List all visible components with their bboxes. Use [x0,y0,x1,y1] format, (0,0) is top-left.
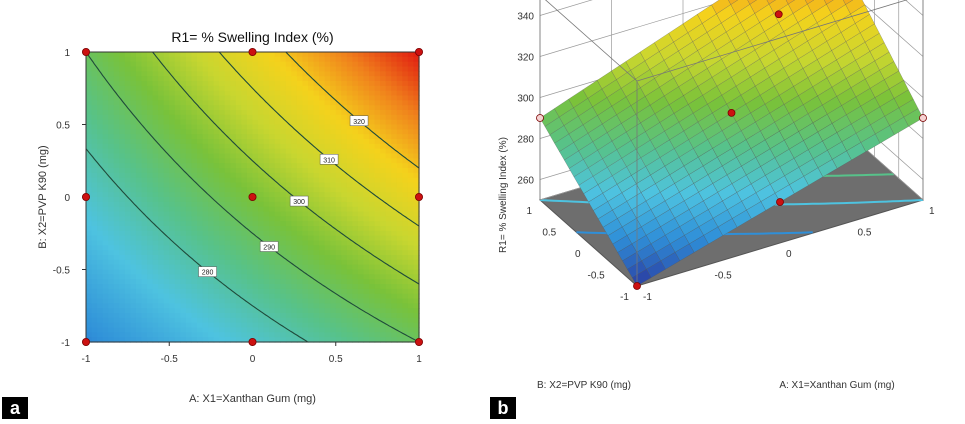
design-point [414,337,423,346]
z-tick-label: 280 [517,135,534,146]
design-point [248,192,257,201]
design-point [414,48,423,57]
z-tick-label: 300 [517,94,534,105]
box-frame [539,0,924,286]
surface-x-axis-label: A: X1=Xanthan Gum (mg) [779,380,894,391]
y-tick-label: 0 [64,193,70,204]
contour-line-310 [218,51,420,227]
design-point [248,48,257,57]
contour-plot-panel: 280 290 300 310 320 -1 -0.5 0 0.5 1 -1 -0.5 0 0.5 1 R1=… [0,0,482,419]
y-tick-label: -1 [61,338,70,349]
surface-b-axis-label: B: X2=PVP K90 (mg) [537,380,631,391]
a-tick-label: 0 [786,249,792,260]
x-tick-label: -1 [82,354,91,365]
surface-z-axis-label: R1= % Swelling Index (%) [498,137,509,253]
b-tick-label: 0.5 [542,228,556,239]
design-point [774,10,783,19]
x-tick-label: 0 [250,354,256,365]
svg-text:280: 280 [202,270,214,277]
b-tick-label: 0 [575,249,581,260]
design-point [536,114,544,122]
panel-label-b: b [490,397,516,419]
contour-line-280 [85,148,308,343]
design-point [727,108,736,117]
contour-plot: 280 290 300 310 320 -1 -0.5 0 0.5 1 -1 -0.5 0 0.5 1 R1=… [0,0,482,419]
contour-title: R1= % Swelling Index (%) [171,29,333,45]
design-point [82,48,91,57]
design-point [919,114,927,122]
surface-plot-3d: 260 280 300 320 340 -1 -0.5 0 0.5 1 1 0.5 0 -0.5 -1 R1=… [498,0,935,391]
contour-line-320 [285,51,420,169]
svg-text:290: 290 [263,245,275,252]
x-tick-label: 0.5 [329,354,343,365]
design-point [633,282,641,290]
x-tick-label: 1 [416,354,422,365]
panel-label-a: a [2,397,28,419]
contour-label-290: 290 [259,241,279,252]
b-tick-label: -0.5 [588,271,606,282]
a-tick-label: -1 [643,292,652,303]
design-point [776,198,784,206]
contour-lines [85,51,420,343]
svg-text:320: 320 [353,119,365,126]
response-surface [539,0,924,287]
x-tick-label: -0.5 [161,354,179,365]
b-tick-label: 1 [526,206,532,217]
a-tick-label: -0.5 [715,271,733,282]
z-tick-label: 320 [517,53,534,64]
design-point [248,337,257,346]
svg-text:300: 300 [293,199,305,206]
a-tick-label: 1 [929,206,935,217]
b-tick-label: -1 [620,292,629,303]
contour-label-280: 280 [198,266,217,277]
design-point [82,337,91,346]
contour-label-320: 320 [349,115,369,126]
contour-line-300 [152,51,420,285]
design-point [82,192,91,201]
a-tick-label: 0.5 [858,228,872,239]
contour-y-axis-label: B: X2=PVP K90 (mg) [37,145,49,248]
z-tick-label: 340 [517,12,534,23]
contour-x-axis-label: A: X1=Xanthan Gum (mg) [189,393,316,405]
design-point [414,192,423,201]
y-tick-label: 0.5 [56,121,70,132]
svg-text:310: 310 [323,157,335,164]
contour-label-310: 310 [319,154,339,165]
contour-label-300: 300 [289,195,309,207]
contour-line-290 [85,51,420,343]
y-tick-label: -0.5 [53,266,71,277]
surface-plot-panel: 260 280 300 320 340 -1 -0.5 0 0.5 1 1 0.5 0 -0.5 -1 R1=… [482,0,965,419]
z-tick-label: 260 [517,176,534,187]
y-tick-label: 1 [64,48,70,59]
